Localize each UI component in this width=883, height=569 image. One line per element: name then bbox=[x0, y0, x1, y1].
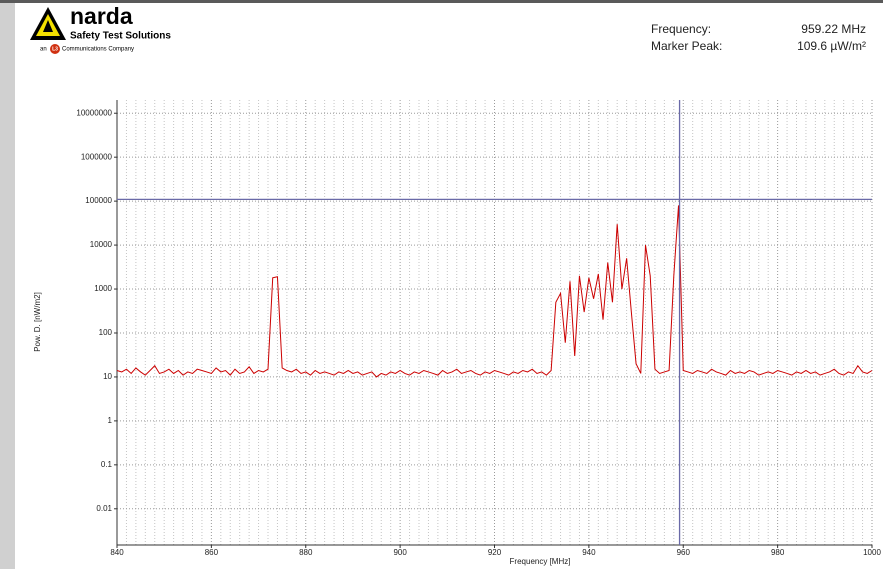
x-tick-label: 900 bbox=[393, 548, 407, 557]
y-tick-label: 0.01 bbox=[96, 504, 112, 513]
company-logo: L3 bbox=[52, 46, 58, 52]
y-axis-label: Pow. D. [nW/m2] bbox=[33, 292, 42, 352]
x-tick-label: 860 bbox=[205, 548, 219, 557]
y-tick-label: 1000 bbox=[94, 284, 112, 293]
peak-label: Marker Peak: bbox=[651, 39, 722, 53]
y-tick-label: 10000000 bbox=[76, 108, 112, 117]
y-tick-label: 0.1 bbox=[101, 460, 113, 469]
x-tick-label: 840 bbox=[110, 548, 124, 557]
company-logo-circle bbox=[50, 44, 60, 54]
frequency-label: Frequency: bbox=[651, 22, 711, 36]
x-tick-label: 920 bbox=[488, 548, 502, 557]
frequency-value: 959.22 MHz bbox=[801, 22, 866, 36]
company-prefix: an bbox=[40, 47, 47, 53]
x-tick-label: 880 bbox=[299, 548, 313, 557]
plot: 840 860 880 900 920 940 960 980 1000 0.01 0.1 1 10 10… bbox=[76, 100, 881, 557]
x-tick-label: 1000 bbox=[863, 548, 881, 557]
y-tick-label: 1000000 bbox=[81, 152, 113, 161]
x-tick-label: 960 bbox=[677, 548, 691, 557]
trace bbox=[116, 205, 873, 378]
logo-mark bbox=[43, 20, 53, 32]
y-tick-label: 100 bbox=[99, 328, 113, 337]
tagline: Safety Test Solutions bbox=[70, 31, 171, 42]
side-strip bbox=[0, 0, 15, 569]
y-tick-label: 10 bbox=[103, 372, 112, 381]
logo: narda Safety Test Solutions an L3 Commun… bbox=[30, 3, 171, 54]
x-axis-label: Frequency [MHz] bbox=[510, 557, 571, 566]
brand: narda bbox=[70, 3, 133, 29]
x-tick-label: 940 bbox=[582, 548, 596, 557]
peak-value: 109.6 µW/m² bbox=[797, 39, 866, 53]
y-tick-label: 1 bbox=[108, 416, 113, 425]
top-bar bbox=[0, 0, 883, 3]
x-tick-label: 980 bbox=[771, 548, 785, 557]
y-tick-label: 10000 bbox=[90, 240, 113, 249]
y-tick-label: 100000 bbox=[85, 196, 112, 205]
company: Communications Company bbox=[62, 47, 134, 53]
